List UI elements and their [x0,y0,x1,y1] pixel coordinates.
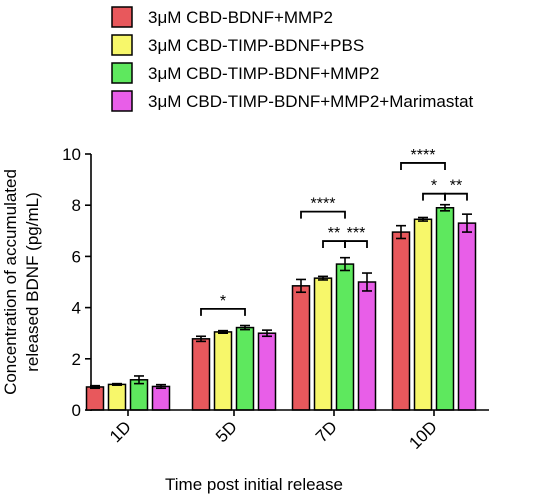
y-tick-label-3: 6 [72,247,81,266]
significance-label-3: *** [347,225,366,242]
bar-s2-c2 [335,263,355,411]
error-bar-s0-c1 [196,335,206,343]
error-bar-s0-c0 [90,384,100,390]
error-bar-s1-c0 [112,382,122,386]
error-bar-s0-c3 [396,224,406,240]
error-bar-s3-c2 [362,272,372,292]
legend-swatch-1 [111,34,133,56]
x-tick-label-3: 10D [405,417,440,452]
legend-swatch-2 [111,62,133,84]
error-bar-s3-c3 [462,213,472,233]
significance-label-4: **** [411,147,436,164]
legend-label-1: 3μM CBD-TIMP-BDNF+PBS [148,36,364,55]
x-axis-label: Time post initial release [165,475,343,494]
significance-label-5: * [431,178,437,195]
bar-s2-c3 [435,207,455,411]
legend-label-0: 3μM CBD-BDNF+MMP2 [148,8,333,27]
bar-s2-c1 [235,326,255,411]
y-tick-label-0: 0 [72,401,81,420]
error-bar-s1-c1 [218,329,228,335]
significance-label-0: * [220,293,226,310]
bar-s1-c1 [213,331,233,411]
legend-swatch-0 [111,6,133,28]
significance-bracket-4 [400,162,446,170]
bars [85,203,477,411]
significance-bracket-5 [422,192,446,201]
legend-swatch-3 [111,90,133,112]
error-bar-s3-c0 [156,383,166,390]
x-tick-label-1: 5D [212,417,241,446]
bar-s1-c2 [313,277,333,411]
bar-s3-c1 [257,332,277,411]
x-tick-label-0: 1D [106,417,135,446]
error-bar-s2-c3 [440,203,450,212]
error-bar-s3-c1 [262,329,272,338]
error-bar-s2-c0 [134,375,144,385]
error-bar-s2-c2 [340,256,350,272]
bar-s0-c2 [291,285,311,411]
bar-s0-c0 [85,386,105,411]
y-tick-label-2: 4 [72,299,81,318]
y-tick-label-1: 2 [72,350,81,369]
bar-s3-c2 [357,281,377,411]
legend-label-3: 3μM CBD-TIMP-BDNF+MMP2+Marimastat [148,92,474,111]
legend-label-2: 3μM CBD-TIMP-BDNF+MMP2 [148,64,379,83]
bar-s1-c0 [107,383,127,411]
y-axis-label-line-2: released BDNF (pg/mL) [23,192,42,372]
significance-markers: ******* ******** ** [200,147,468,316]
significance-label-6: ** [450,178,462,195]
significance-label-1: **** [311,196,336,213]
significance-bracket-1 [300,210,346,219]
error-bar-s1-c2 [318,275,328,281]
error-bar-s1-c3 [418,216,428,222]
x-axis: 1D 5D 7D 10D [91,409,489,453]
y-tick-label-4: 8 [72,196,81,215]
significance-bracket-3 [344,240,368,249]
legend: 3μM CBD-BDNF+MMP2 3μM CBD-TIMP-BDNF+PBS 3μ… [111,6,474,112]
y-tick-label-5: 10 [62,145,81,164]
bar-s1-c3 [413,218,433,411]
bar-s3-c0 [151,385,171,411]
significance-bracket-6 [444,192,468,201]
y-axis-label-line-1: Concentration of accumulated [1,169,20,395]
bar-s0-c1 [191,338,211,411]
bar-s3-c3 [457,222,477,411]
significance-bracket-2 [322,240,346,249]
bar-s0-c3 [391,231,411,411]
significance-label-2: ** [328,225,340,242]
error-bar-s2-c1 [240,324,250,331]
significance-bracket-0 [200,307,246,316]
error-bar-s0-c2 [296,278,306,294]
y-axis: 0 2 4 6 8 10 [62,145,92,420]
x-tick-label-2: 7D [312,417,341,446]
